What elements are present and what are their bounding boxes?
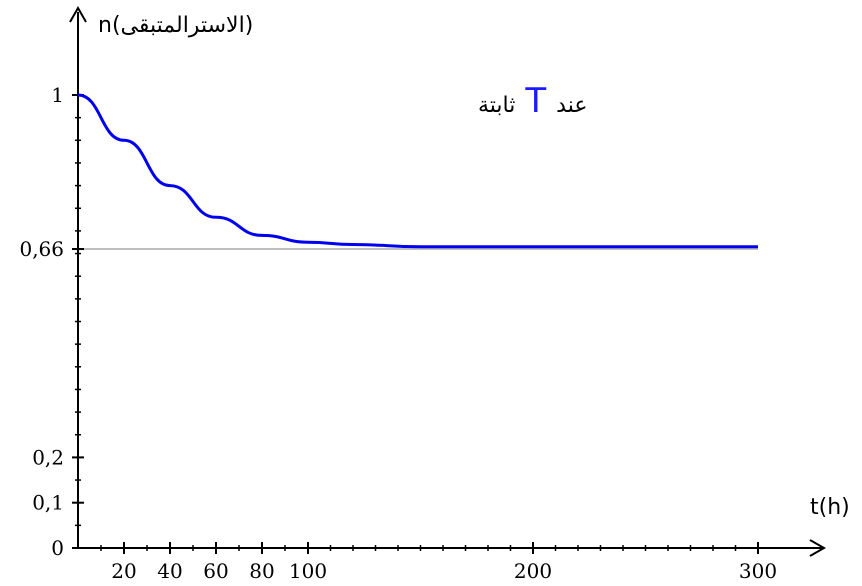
x-axis-arrow (809, 539, 827, 557)
minor-ticks (75, 94, 759, 551)
series-line-0 (77, 93, 758, 249)
y-tick-label-0_66: 0,66 (19, 237, 64, 261)
y-tick-label-0: 0 (51, 536, 64, 560)
x-tick-label-40: 40 (157, 559, 182, 583)
axes (69, 5, 827, 557)
y-tick-label-0_1: 0,1 (32, 491, 64, 515)
annotation: ثابتة T عند (478, 81, 588, 121)
series-layer (77, 93, 758, 249)
y-tick-label-0_2: 0,2 (32, 445, 64, 469)
ticks: 20 40 60 80 100 200 300 0 0,1 0,2 0,66 1 (19, 83, 777, 583)
x-tick-label-80: 80 (249, 559, 274, 583)
x-tick-label-20: 20 (111, 559, 136, 583)
x-axis-title: t(h) (810, 495, 850, 520)
annotation-suffix: ثابتة (478, 93, 515, 118)
x-tick-label-200: 200 (514, 559, 552, 583)
y-axis-title: n(الاسترالمتبقى) (98, 13, 253, 38)
x-tick-label-60: 60 (203, 559, 228, 583)
x-tick-label-300: 300 (739, 559, 777, 583)
annotation-prefix: عند (556, 93, 587, 118)
y-tick-label-1: 1 (51, 83, 64, 107)
y-axis-arrow (69, 5, 87, 23)
x-tick-label-100: 100 (289, 559, 327, 583)
annotation-T: T (524, 81, 546, 121)
